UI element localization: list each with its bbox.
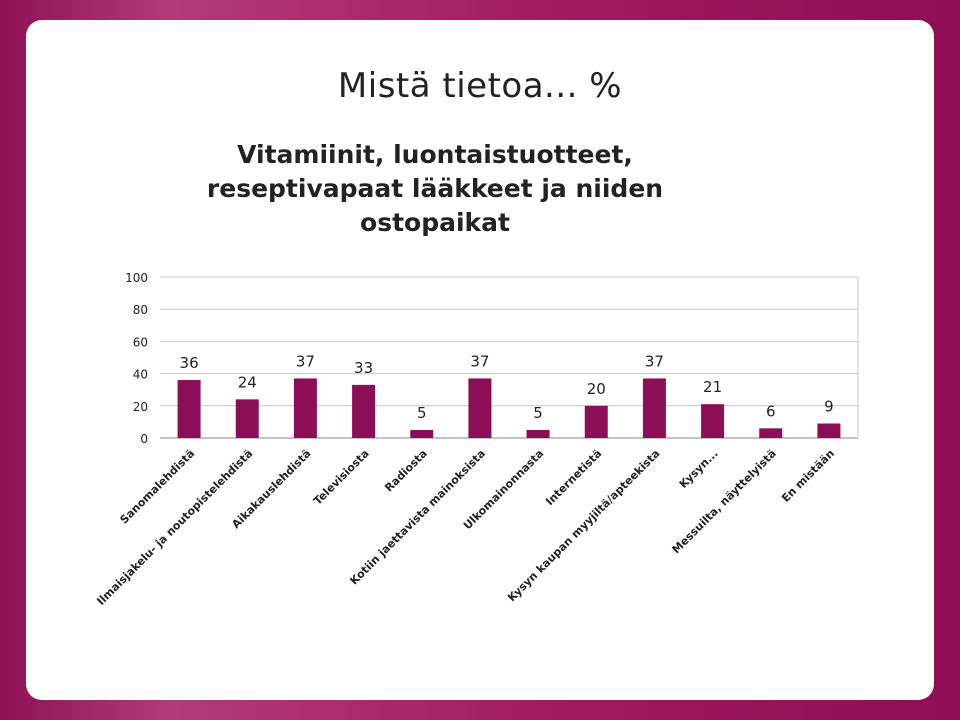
- category-label: Televisiosta: [311, 447, 372, 508]
- category-label: Internetistä: [543, 447, 604, 508]
- data-label: 9: [824, 398, 834, 416]
- bar: [701, 404, 725, 438]
- data-label: 24: [238, 373, 257, 391]
- data-label: 36: [180, 354, 199, 372]
- bar: [759, 428, 783, 438]
- slide-title: Mistä tietoa... %: [337, 66, 623, 106]
- bar: [410, 429, 434, 438]
- y-tick-label: 100: [125, 271, 148, 285]
- data-label: 6: [766, 402, 776, 420]
- y-tick-label: 20: [133, 400, 148, 414]
- data-label: 37: [645, 352, 664, 370]
- bar: [817, 423, 841, 438]
- chart-title: Vitamiinit, luontaistuotteet, reseptivap…: [206, 140, 664, 237]
- data-label: 5: [533, 404, 543, 422]
- data-label: 5: [417, 404, 427, 422]
- y-tick-label: 40: [133, 368, 148, 382]
- slide-panel: [26, 20, 934, 700]
- data-label: 20: [587, 380, 606, 398]
- bar: [584, 405, 608, 438]
- y-tick-label: 0: [140, 432, 148, 446]
- bar: [526, 429, 550, 438]
- data-label: 37: [470, 352, 489, 370]
- data-label: 21: [703, 378, 722, 396]
- category-label: En mistään: [779, 447, 837, 505]
- bar: [642, 378, 666, 438]
- y-tick-label: 60: [133, 335, 148, 349]
- bar: [177, 380, 201, 438]
- bar: [235, 399, 259, 438]
- bar: [293, 378, 317, 438]
- data-label: 37: [296, 352, 315, 370]
- bar: [468, 378, 492, 438]
- y-tick-label: 80: [133, 303, 148, 317]
- bar: [352, 384, 376, 438]
- data-label: 33: [354, 359, 373, 377]
- category-label: Messuilta, näyttelyistä: [670, 447, 779, 556]
- category-label: Radiosta: [382, 447, 430, 495]
- category-label: Kysyn...: [677, 447, 721, 491]
